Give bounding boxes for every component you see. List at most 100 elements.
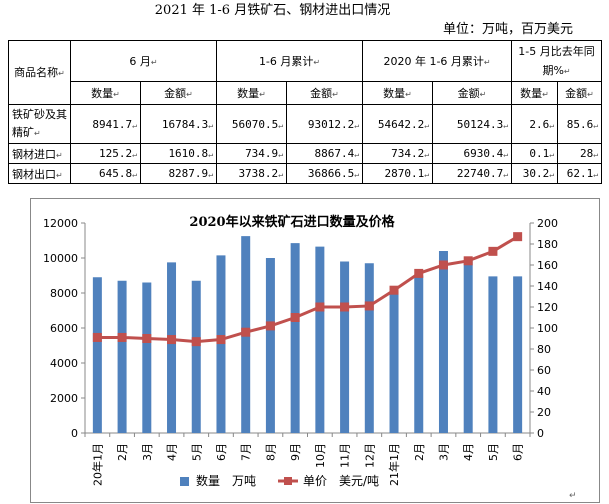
table-cell-text: 93012.2 <box>307 117 355 131</box>
table-row: 铁矿砂及其精矿↵ 8941.7↵ 16784.3↵ 56070.5↵ 93012.2↵ 5… <box>8 104 603 144</box>
table-cell-text: 2870.1 <box>384 167 425 180</box>
bar <box>513 276 523 433</box>
bar <box>167 262 177 433</box>
paragraph-mark: ↵ <box>549 150 555 159</box>
header-sub-text: 数量 <box>91 87 114 100</box>
price-point <box>92 332 102 342</box>
price-point <box>241 327 251 337</box>
bar <box>438 251 448 433</box>
legend-line-marker <box>284 477 292 485</box>
table-cell: 36866.5↵ <box>286 163 364 184</box>
x-tick-label: 20年1月 <box>90 443 104 486</box>
table-cell: 0.1↵ <box>511 143 559 164</box>
bar <box>463 260 473 433</box>
paragraph-mark: ↵ <box>56 170 63 180</box>
table-cell-text: 734.2 <box>391 147 425 160</box>
header-sub: 金额↵ <box>286 81 364 105</box>
table-cell-text: 85.6 <box>566 117 594 131</box>
table-cell: 62.1↵ <box>557 163 603 184</box>
header-group-text: 2020 年 1-6 月累计 <box>383 55 484 68</box>
bar <box>488 276 498 433</box>
paragraph-mark: ↵ <box>483 58 491 67</box>
table-header-row: 商品名称↵ 6 月↵ 1-6 月累计↵ 2020 年 1-6 月累计↵ 1-5 月比去年… <box>8 40 603 105</box>
paragraph-mark: ↵ <box>278 120 284 130</box>
table-cell-text: 3738.2 <box>238 167 279 180</box>
x-tick-label: 4月 <box>166 443 179 461</box>
paragraph-mark: ↵ <box>593 120 599 130</box>
paragraph-mark: ↵ <box>354 150 360 159</box>
price-point <box>438 260 448 270</box>
x-tick-label: 6月 <box>215 443 228 461</box>
paragraph-mark: ↵ <box>56 150 63 160</box>
table-cell: 3738.2↵ <box>216 163 288 184</box>
bar <box>191 280 201 433</box>
paragraph-mark: ↵ <box>113 90 120 99</box>
row-label-text: 钢材进口 <box>12 147 56 161</box>
y-right-tick-label: 200 <box>537 217 558 230</box>
legend-bar-label: 数量 万吨 <box>196 473 256 488</box>
y-right-tick-label: 100 <box>537 322 558 335</box>
table-cell: 28↵ <box>557 143 603 164</box>
y-right-tick-label: 160 <box>537 259 558 272</box>
unit-note: 单位：万吨，百万美元 <box>442 22 573 37</box>
table-cell-text: 2.6 <box>529 117 550 131</box>
paragraph-mark: ↵ <box>58 68 65 78</box>
price-point <box>488 246 498 256</box>
header-sub-text: 金额 <box>310 87 333 100</box>
paragraph-mark: ↵ <box>503 170 509 179</box>
header-product-name-text: 商品名称 <box>14 65 59 79</box>
header-sub-text: 金额 <box>565 87 588 100</box>
y-right-tick-label: 0 <box>537 427 544 440</box>
price-point <box>142 334 152 343</box>
paragraph-mark: ↵ <box>208 120 214 130</box>
price-point <box>463 256 473 266</box>
table-cell-text: 125.2 <box>99 147 133 160</box>
paragraph-mark: ↵ <box>542 90 549 99</box>
paragraph-mark: ↵ <box>208 170 214 179</box>
paragraph-mark: ↵ <box>332 90 339 99</box>
x-tick-label: 2月 <box>116 443 129 461</box>
y-right-tick-label: 40 <box>537 385 551 398</box>
header-sub-text: 金额 <box>164 87 187 100</box>
x-tick-label: 11月 <box>339 443 352 468</box>
chart-frame <box>30 198 600 503</box>
bar <box>265 258 275 433</box>
table-cell-text: 30.2 <box>522 167 550 180</box>
price-point <box>191 337 201 347</box>
price-point <box>290 313 300 322</box>
paragraph-mark: ↵ <box>132 150 137 159</box>
paragraph-mark: ↵ <box>424 120 430 130</box>
header-sub: 数量↵ <box>362 81 434 105</box>
bar <box>315 246 325 433</box>
y-right-tick-label: 20 <box>537 406 551 419</box>
table-cell: 22740.7↵ <box>432 163 513 184</box>
legend-line-label: 单价 美元/吨 <box>303 474 379 488</box>
y-left-tick-label: 8000 <box>50 287 78 300</box>
table-cell: 6930.4↵ <box>432 143 513 164</box>
table-cell: 1610.8↵ <box>139 143 218 164</box>
table-cell-text: 645.8 <box>99 167 133 180</box>
table-cell: 16784.3↵ <box>139 104 218 144</box>
x-tick-label: 9月 <box>289 443 302 461</box>
paragraph-mark: ↵ <box>150 58 158 67</box>
y-left-tick-label: 10000 <box>43 252 78 265</box>
paragraph-mark: ↵ <box>405 90 412 99</box>
header-group-text: 1-6 月累计 <box>258 55 314 68</box>
x-tick-label: 10月 <box>314 443 327 468</box>
x-tick-label: 21年1月 <box>387 443 401 486</box>
price-point <box>414 268 424 278</box>
paragraph-mark: ↵ <box>34 128 41 138</box>
paragraph-mark: ↵ <box>503 120 509 130</box>
header-sub-text: 数量 <box>520 87 543 100</box>
paragraph-mark: ↵ <box>503 150 509 159</box>
x-tick-label: 2月 <box>413 443 426 461</box>
paragraph-mark: ↵ <box>208 150 214 159</box>
header-group-text: 6 月 <box>129 55 151 68</box>
header-group: 1-6 月累计↵ <box>216 40 364 82</box>
table-subheader-row: 数量↵ 金额↵ 数量↵ 金额↵ 数量↵ 金额↵ 数量↵ 金额↵ <box>9 81 603 105</box>
y-left-tick-label: 6000 <box>50 322 78 335</box>
y-left-tick-label: 0 <box>71 427 78 440</box>
header-sub-text: 金额 <box>457 87 480 100</box>
table-cell-text: 56070.5 <box>231 117 279 131</box>
table-cell-text: 8287.9 <box>168 167 209 180</box>
